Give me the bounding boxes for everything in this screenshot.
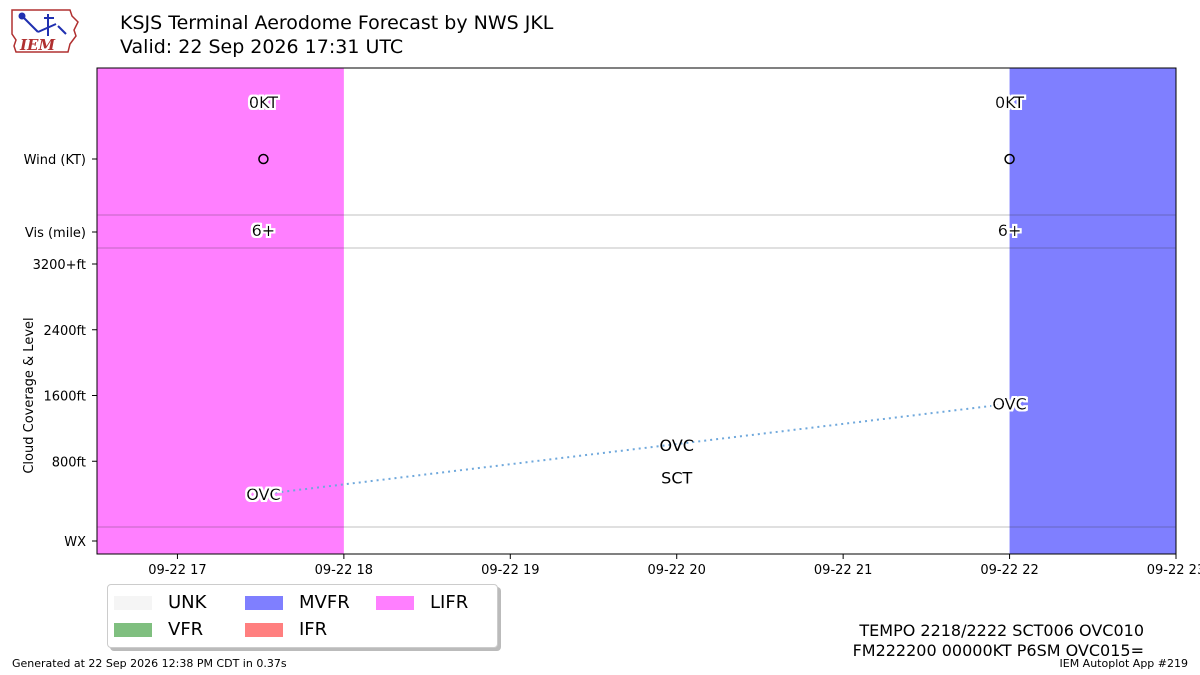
x-tick-label: 09-22 18: [315, 563, 373, 578]
iem-logo: IEM: [11, 9, 79, 54]
vis-row-label: Vis (mile): [25, 226, 86, 241]
chart-legend: UNK VFR MVFR IFR LIFR: [107, 584, 498, 648]
weather-station-icon: [18, 12, 67, 36]
raw-taf-text: TEMPO 2218/2222 SCT006 OVC010 FM222200 0…: [853, 621, 1144, 661]
tempo-cloud-label: SCT: [661, 469, 692, 488]
plot-frame: [96, 67, 1177, 555]
x-tick-label: 09-22 20: [647, 563, 705, 578]
app-credit: IEM Autoplot App #219: [1059, 657, 1189, 670]
legend-label: MVFR: [299, 592, 350, 613]
legend-item-vfr: VFR: [114, 619, 203, 640]
legend-item-unk: UNK: [114, 592, 206, 613]
cloud-level-tick-label: 800ft: [52, 455, 86, 470]
y-axis-label: Cloud Coverage & Level: [22, 317, 37, 473]
visibility-label: 6+: [998, 221, 1022, 240]
legend-item-lifr: LIFR: [376, 592, 468, 613]
x-tick-label: 09-22 17: [148, 563, 206, 578]
legend-swatch: [114, 622, 152, 637]
x-tick-label: 09-22 23: [1147, 563, 1200, 578]
wind-row-label: Wind (KT): [24, 153, 86, 168]
cloud-level-tick-label: 1600ft: [43, 390, 86, 405]
x-tick-label: 09-22 21: [814, 563, 872, 578]
legend-label: UNK: [168, 592, 207, 613]
calm-wind-marker: [1004, 153, 1015, 165]
wind-speed-label: 0KT: [995, 93, 1024, 112]
wx-row-label: WX: [64, 535, 86, 550]
iowa-outline-icon: [11, 9, 79, 53]
generated-timestamp: Generated at 22 Sep 2026 12:38 PM CDT in…: [12, 657, 287, 670]
x-tick-label: 09-22 22: [980, 563, 1038, 578]
category-span-lifr: [97, 68, 344, 554]
legend-swatch: [245, 595, 283, 610]
visibility-label: 6+: [252, 221, 276, 240]
cloud-level-tick-label: 2400ft: [43, 324, 86, 339]
legend-label: IFR: [299, 619, 328, 640]
legend-item-ifr: IFR: [245, 619, 327, 640]
cloud-level-line: [263, 402, 1010, 496]
tempo-cloud-label: OVC: [660, 436, 694, 455]
taf-line-2: FM222200 00000KT P6SM OVC015=: [852, 641, 1144, 660]
legend-label: VFR: [168, 619, 204, 640]
chart-subtitle: Valid: 22 Sep 2026 17:31 UTC: [120, 36, 404, 58]
legend-swatch: [245, 622, 283, 637]
legend-item-mvfr: MVFR: [245, 592, 350, 613]
cloud-coverage-label: OVC: [992, 395, 1026, 414]
cloud-level-tick-label: 3200+ft: [33, 258, 86, 273]
wind-speed-label: 0KT: [249, 93, 278, 112]
legend-swatch: [376, 595, 414, 610]
taf-line-1: TEMPO 2218/2222 SCT006 OVC010: [859, 621, 1144, 640]
taf-chart: 0KT 6+ OVC 0KT 6+ OVC SCT OVC Wind (KT) Vis (mil…: [22, 67, 1200, 578]
cloud-coverage-label: OVC: [246, 485, 280, 504]
x-tick-label: 09-22 19: [481, 563, 539, 578]
calm-wind-marker: [258, 153, 269, 165]
legend-label: LIFR: [430, 592, 469, 613]
category-span-mvfr: [1009, 68, 1176, 554]
legend-swatch: [114, 595, 152, 610]
chart-title: KSJS Terminal Aerodome Forecast by NWS J…: [120, 12, 554, 34]
logo-text: IEM: [19, 36, 55, 54]
